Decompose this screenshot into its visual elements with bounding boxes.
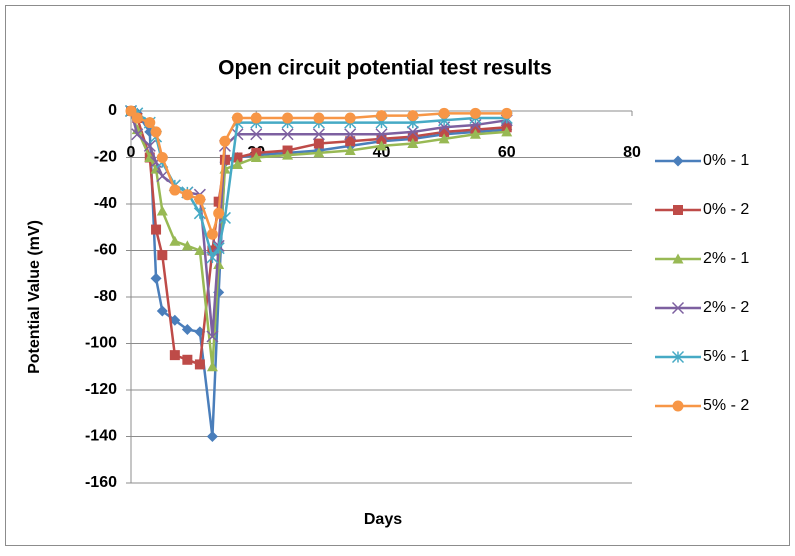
marker <box>231 158 243 169</box>
marker <box>194 193 206 205</box>
marker <box>313 112 325 124</box>
y-tick-label: 0 <box>108 102 117 119</box>
y-tick-label: -20 <box>94 149 117 166</box>
x-tick-label: 0 <box>127 144 136 161</box>
marker <box>469 128 481 139</box>
marker <box>281 128 294 141</box>
marker <box>250 152 262 162</box>
marker <box>438 107 450 119</box>
marker <box>206 228 218 240</box>
marker <box>206 361 218 372</box>
marker <box>282 149 294 160</box>
y-tick-label: -160 <box>85 474 117 491</box>
marker <box>671 301 685 315</box>
y-tick-label: -140 <box>85 428 117 445</box>
marker <box>375 128 388 141</box>
marker <box>169 235 181 246</box>
marker <box>376 140 387 151</box>
marker <box>156 170 169 183</box>
legend-label: 0% - 1 <box>703 152 749 169</box>
marker <box>181 240 193 251</box>
marker <box>407 138 419 149</box>
marker <box>156 205 168 216</box>
marker <box>169 350 180 361</box>
marker <box>376 133 387 144</box>
chart-title: Open circuit potential test results <box>218 57 552 80</box>
marker <box>345 136 356 147</box>
marker <box>438 133 450 144</box>
marker <box>157 250 168 261</box>
marker <box>231 128 244 141</box>
marker <box>344 128 357 141</box>
marker <box>156 305 168 317</box>
marker <box>131 112 143 124</box>
marker <box>181 189 193 201</box>
marker <box>156 152 168 163</box>
marker <box>194 245 206 255</box>
marker <box>250 112 262 124</box>
y-tick-label: -40 <box>94 195 117 212</box>
legend-label: 2% - 1 <box>703 250 749 267</box>
marker <box>344 145 356 156</box>
marker <box>231 112 243 124</box>
marker <box>169 314 181 326</box>
marker <box>206 251 219 264</box>
marker <box>181 324 193 336</box>
marker <box>344 112 356 124</box>
marker <box>501 126 513 137</box>
marker <box>439 126 450 137</box>
y-axis-label: Potential Value (mV) <box>26 220 43 374</box>
marker <box>250 128 263 141</box>
y-tick-label: -80 <box>94 288 117 305</box>
marker <box>143 139 156 152</box>
marker <box>131 128 144 141</box>
marker <box>182 354 193 365</box>
marker <box>219 135 231 147</box>
x-tick-label: 80 <box>623 144 641 161</box>
x-tick-label: 60 <box>498 144 516 161</box>
legend-label: 5% - 2 <box>703 397 749 414</box>
marker <box>144 117 156 129</box>
chart-border <box>5 5 790 546</box>
marker <box>671 350 685 364</box>
marker <box>313 147 325 158</box>
marker <box>206 431 218 442</box>
y-tick-label: -120 <box>85 381 117 398</box>
marker <box>232 152 243 163</box>
legend-label: 0% - 2 <box>703 201 749 218</box>
marker <box>151 224 162 235</box>
legend-label: 2% - 2 <box>703 299 749 316</box>
marker <box>194 359 205 370</box>
marker <box>469 107 481 119</box>
marker <box>672 253 684 264</box>
marker <box>406 125 419 138</box>
marker <box>169 184 181 196</box>
marker <box>407 110 419 122</box>
y-tick-label: -100 <box>85 335 117 352</box>
marker <box>501 107 513 119</box>
marker <box>150 272 162 284</box>
marker <box>206 330 219 343</box>
marker <box>282 112 294 124</box>
marker <box>672 400 684 412</box>
marker <box>212 242 225 255</box>
marker <box>312 128 325 141</box>
marker <box>407 131 418 142</box>
x-axis-label: Days <box>364 511 402 528</box>
marker <box>213 207 225 219</box>
marker <box>672 155 684 167</box>
marker <box>150 126 162 138</box>
marker <box>673 205 683 215</box>
y-tick-label: -60 <box>94 242 117 259</box>
legend-label: 5% - 1 <box>703 348 749 365</box>
marker <box>376 110 387 122</box>
marker <box>207 245 218 256</box>
marker <box>313 138 324 149</box>
